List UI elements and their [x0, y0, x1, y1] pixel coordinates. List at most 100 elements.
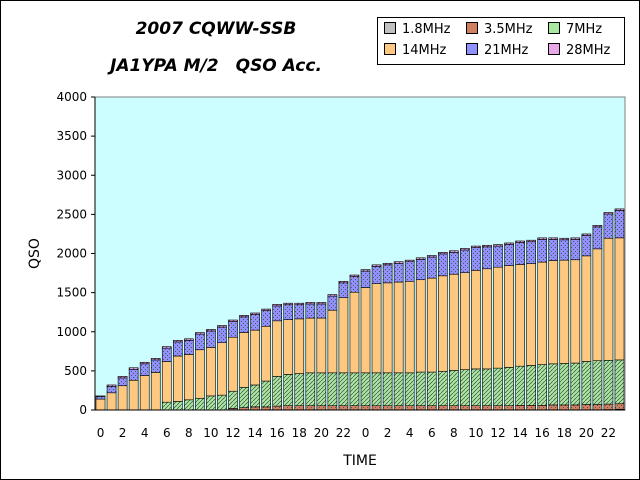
x-tick-label: 4 [406, 426, 414, 440]
bar-segment [184, 340, 194, 355]
bar-segment [570, 259, 581, 364]
bar-segment [570, 239, 581, 261]
bar-segment [217, 394, 227, 411]
bar-segment [603, 237, 614, 361]
bar-segment [349, 291, 360, 374]
bar-segment [449, 250, 459, 253]
bar-segment [305, 372, 316, 406]
x-tick-label: 18 [292, 426, 307, 440]
bar-segment [305, 302, 316, 305]
bar-segment [327, 309, 338, 374]
bar-segment [415, 279, 426, 373]
bar-segment [393, 281, 404, 374]
bar-segment [460, 369, 470, 407]
x-tick-label: 14 [512, 426, 527, 440]
bar-segment [382, 262, 393, 266]
bar-segment [437, 370, 448, 406]
bar-segment [393, 405, 404, 411]
bar-segment [128, 379, 139, 411]
bar-segment [206, 329, 216, 332]
bar-segment [250, 329, 260, 386]
legend-swatch [548, 22, 560, 34]
bar-segment [614, 237, 625, 361]
bar-segment [404, 372, 415, 406]
x-tick-label: 0 [362, 426, 370, 440]
bar-segment [228, 321, 238, 338]
bar-segment [316, 405, 327, 411]
bar-segment [460, 272, 470, 371]
x-tick-label: 22 [336, 426, 351, 440]
bar-segment [239, 332, 249, 388]
bar-segment [504, 367, 514, 406]
bar-segment [570, 404, 581, 411]
legend-item: 7MHz [548, 21, 602, 39]
bar-segment [272, 376, 283, 407]
bar-segment [272, 320, 283, 377]
bar-segment [349, 372, 360, 406]
bar-segment [184, 399, 194, 411]
y-tick-label: 1000 [56, 325, 87, 339]
x-axis-title: TIME [342, 453, 377, 469]
bar-segment [515, 405, 525, 411]
bar-segment [161, 347, 172, 362]
bar-segment [548, 363, 559, 406]
bar-segment [382, 372, 393, 406]
bar-segment [449, 252, 459, 275]
bar-segment [139, 375, 150, 411]
bar-segment [349, 274, 360, 277]
bar-segment [161, 401, 172, 411]
bar-segment [437, 275, 448, 372]
chart-legend: 1.8MHz 3.5MHz 7MHz 14MHz 21MHz 28MHz [377, 17, 625, 65]
bar-segment [559, 404, 570, 411]
x-tick-label: 16 [270, 426, 285, 440]
bar-segment [250, 312, 260, 315]
bar-segment [206, 330, 216, 348]
bar-segment [581, 235, 592, 257]
y-tick-label: 500 [64, 364, 87, 378]
bar-segment [95, 398, 106, 411]
x-tick-label: 10 [468, 426, 483, 440]
bar-segment [415, 257, 426, 260]
bar-segment [404, 261, 415, 282]
x-tick-label: 2 [119, 426, 127, 440]
bar-segment [548, 239, 559, 261]
bar-segment [360, 405, 371, 411]
bar-segment [515, 240, 525, 243]
legend-label: 7MHz [566, 22, 603, 37]
bar-segment [195, 349, 205, 399]
bar-segment [437, 253, 448, 277]
bar-segment [426, 405, 437, 411]
bar-segment [603, 403, 614, 410]
bar-segment [316, 303, 327, 319]
bar-segment [316, 317, 327, 374]
bar-segment [206, 395, 216, 411]
bar-segment [603, 213, 614, 239]
bar-segment [272, 405, 283, 411]
bar-segment [603, 212, 614, 215]
bar-segment [592, 404, 603, 411]
bar-segment [371, 266, 382, 284]
bar-segment [195, 397, 205, 411]
bar-segment [592, 248, 603, 362]
x-tick-label: 8 [185, 426, 193, 440]
bar-segment [404, 280, 415, 374]
bar-segment [482, 246, 492, 270]
bar-segment [471, 368, 481, 407]
bar-segment [261, 308, 271, 311]
legend-item: 1.8MHz [384, 21, 451, 39]
legend-label: 21MHz [484, 43, 529, 58]
bar-segment [338, 282, 349, 299]
bar-segment [217, 342, 227, 396]
bar-segment [117, 385, 128, 411]
bar-segment [305, 303, 316, 319]
bar-segment [184, 354, 194, 401]
bar-segment [139, 361, 150, 365]
bar-segment [537, 261, 548, 365]
y-axis-title: QSO [27, 238, 43, 269]
bar-segment [382, 405, 393, 411]
y-tick-label: 3500 [56, 129, 87, 143]
bar-segment [128, 369, 139, 381]
bar-segment [371, 405, 382, 411]
bar-segment [371, 264, 382, 267]
